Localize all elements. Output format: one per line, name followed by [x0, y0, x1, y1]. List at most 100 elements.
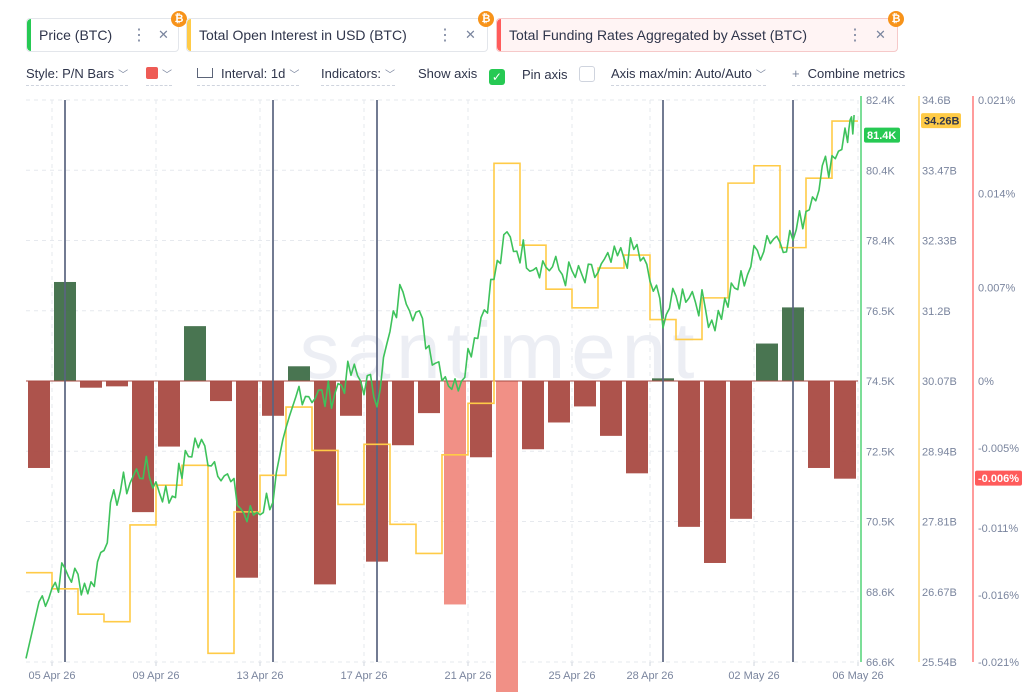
- open-interest-axis-tick: 28.94B: [922, 446, 957, 458]
- x-axis-tick-label: 02 May 26: [728, 670, 779, 682]
- funding-bar: [106, 381, 128, 387]
- funding-bar: [756, 343, 778, 381]
- funding-bar: [80, 381, 102, 388]
- open-interest-axis-tick: 33.47B: [922, 165, 957, 177]
- funding-bar: [314, 381, 336, 585]
- open-interest-last-value-badge: 34.26B: [924, 116, 960, 128]
- metric-tab-funding-rates[interactable]: Total Funding Rates Aggregated by Asset …: [496, 11, 904, 52]
- plus-icon: +: [792, 66, 800, 81]
- open-interest-axis-tick: 27.81B: [922, 517, 957, 529]
- funding-bar: [184, 326, 206, 381]
- style-label: Style: P/N Bars: [26, 66, 115, 81]
- funding-axis-tick: -0.011%: [978, 523, 1018, 535]
- watermark-text: santiment: [300, 306, 701, 395]
- funding-bar: [704, 381, 726, 563]
- funding-bar: [132, 381, 154, 513]
- combine-metrics-button[interactable]: + Combine metrics: [792, 66, 906, 86]
- price-axis-tick: 80.4K: [866, 165, 895, 177]
- funding-axis-tick: -0.016%: [978, 590, 1019, 602]
- price-line: [25, 115, 855, 659]
- color-swatch: [146, 67, 158, 79]
- pin-axis-label: Pin axis: [522, 67, 568, 82]
- price-axis-tick: 82.4K: [866, 95, 895, 107]
- chevron-down-icon: ﹀: [384, 70, 395, 81]
- more-options-icon[interactable]: ⋮: [131, 27, 147, 44]
- close-icon[interactable]: ✕: [158, 27, 169, 42]
- funding-bar: [600, 381, 622, 436]
- bitcoin-icon: ₿: [171, 11, 187, 27]
- interval-label: Interval: 1d: [221, 66, 286, 81]
- price-last-value-badge: 81.4K: [867, 130, 896, 142]
- metric-tab-price[interactable]: Price (BTC) ⋮ ✕ ₿: [26, 11, 187, 52]
- close-icon[interactable]: ✕: [465, 27, 476, 42]
- more-options-icon[interactable]: ⋮: [847, 27, 863, 44]
- funding-last-value-badge-bg: [975, 470, 1022, 486]
- open-interest-axis-tick: 31.2B: [922, 306, 951, 318]
- show-axis-checkbox[interactable]: ✓: [488, 69, 505, 85]
- axis-range-dropdown[interactable]: Axis max/min: Auto/Auto ﹀: [611, 66, 766, 86]
- chevron-down-icon: ﹀: [289, 70, 300, 81]
- chevron-down-icon: ﹀: [755, 70, 766, 81]
- x-axis-tick-label: 13 Apr 26: [236, 670, 283, 682]
- close-icon[interactable]: ✕: [875, 27, 886, 42]
- show-axis-toggle[interactable]: Show axis ✓: [418, 66, 505, 89]
- funding-bar: [522, 381, 544, 450]
- interval-dropdown[interactable]: Interval: 1d ﹀: [197, 66, 300, 86]
- funding-bar: [158, 381, 180, 447]
- more-options-icon[interactable]: ⋮: [437, 27, 453, 44]
- bitcoin-icon: ₿: [478, 11, 494, 27]
- funding-bar: [28, 381, 50, 468]
- price-axis-tick: 76.5K: [866, 306, 895, 318]
- funding-bar: [392, 381, 414, 446]
- x-axis-tick-label: 21 Apr 26: [444, 670, 491, 682]
- funding-axis-tick: 0.021%: [978, 95, 1016, 107]
- x-axis-tick-label: 09 Apr 26: [132, 670, 179, 682]
- open-interest-axis-tick: 32.33B: [922, 236, 957, 248]
- funding-bar: [340, 381, 362, 416]
- open-interest-axis-tick: 26.67B: [922, 587, 957, 599]
- x-axis-tick-label: 17 Apr 26: [340, 670, 387, 682]
- funding-bar: [730, 381, 752, 519]
- chevron-down-icon: ﹀: [162, 70, 172, 81]
- funding-bar: [444, 381, 466, 605]
- open-interest-line: [26, 120, 858, 655]
- funding-axis-tick: -0.021%: [978, 657, 1019, 669]
- metric-tab-label: Total Funding Rates Aggregated by Asset …: [509, 27, 808, 43]
- axis-range-label: Axis max/min: Auto/Auto: [611, 66, 752, 81]
- open-interest-axis-tick: 25.54B: [922, 657, 957, 669]
- metric-color-bar: [27, 19, 31, 51]
- open-interest-axis-tick: 30.07B: [922, 376, 957, 388]
- metric-tab-open-interest[interactable]: Total Open Interest in USD (BTC) ⋮ ✕ ₿: [186, 11, 494, 52]
- funding-axis-tick: 0.014%: [978, 189, 1016, 201]
- metric-tab-label: Total Open Interest in USD (BTC): [199, 27, 407, 43]
- funding-bar: [496, 381, 518, 692]
- x-axis-tick-label: 05 Apr 26: [28, 670, 75, 682]
- x-axis-tick-label: 06 May 26: [832, 670, 883, 682]
- funding-bar: [678, 381, 700, 527]
- open-interest-last-value-badge-bg: [921, 113, 961, 129]
- funding-axis-tick: 0.007%: [978, 282, 1016, 294]
- bitcoin-icon: ₿: [888, 11, 904, 27]
- combine-metrics-label: Combine metrics: [807, 66, 906, 81]
- pin-axis-checkbox[interactable]: [579, 66, 596, 82]
- color-picker[interactable]: ﹀: [146, 66, 172, 86]
- metric-color-bar: [187, 19, 191, 51]
- price-axis-tick: 66.6K: [866, 657, 895, 669]
- ruler-icon: [197, 68, 213, 78]
- price-axis-tick: 68.6K: [866, 587, 895, 599]
- metric-tab-label: Price (BTC): [39, 27, 113, 43]
- show-axis-label: Show axis: [418, 66, 478, 81]
- open-interest-axis-tick: 34.6B: [922, 95, 951, 107]
- funding-bar: [808, 381, 830, 468]
- pin-axis-toggle[interactable]: Pin axis: [522, 66, 596, 86]
- funding-bar: [470, 381, 492, 458]
- style-dropdown[interactable]: Style: P/N Bars ﹀: [26, 66, 129, 86]
- x-axis-tick-label: 25 Apr 26: [548, 670, 595, 682]
- price-axis-tick: 78.4K: [866, 236, 895, 248]
- metric-color-bar: [497, 19, 501, 51]
- chevron-down-icon: ﹀: [118, 70, 129, 81]
- funding-bar: [418, 381, 440, 414]
- indicators-dropdown[interactable]: Indicators: ﹀: [321, 66, 395, 86]
- price-axis-tick: 74.5K: [866, 376, 895, 388]
